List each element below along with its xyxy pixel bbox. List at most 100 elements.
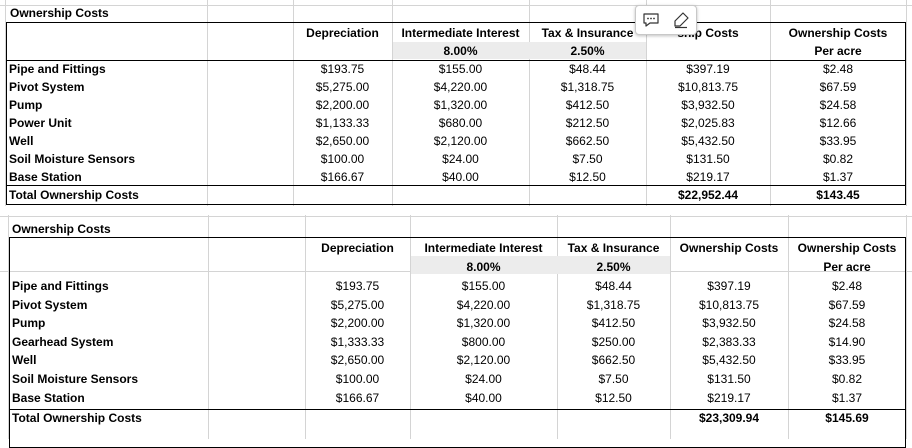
per-acre-label[interactable]: Per acre	[814, 44, 862, 58]
per-acre-label[interactable]: Per acre	[823, 260, 871, 274]
per-acre-cell[interactable]: $2.48	[822, 62, 854, 76]
interest-cell[interactable]: $24.00	[465, 372, 502, 386]
row-label[interactable]: Soil Moisture Sensors	[9, 152, 136, 166]
per-acre-cell[interactable]: $33.95	[828, 353, 866, 368]
per-acre-cell[interactable]: $0.82	[831, 372, 863, 386]
ownership-cost-cell[interactable]: $3,932.50	[681, 98, 735, 112]
tax-insurance-cell[interactable]: $7.50	[572, 152, 603, 166]
per-acre-cell[interactable]: $33.95	[819, 134, 857, 148]
tax-insurance-cell[interactable]: $250.00	[591, 334, 636, 349]
interest-rate[interactable]: 8.00%	[443, 44, 478, 58]
total-ownership-costs[interactable]: $23,309.94	[698, 411, 760, 425]
depreciation-cell[interactable]: $193.75	[335, 279, 380, 293]
tax-insurance-cell[interactable]: $1,318.75	[560, 80, 615, 94]
ownership-cost-cell[interactable]: $219.17	[707, 390, 751, 405]
header-tax-insurance[interactable]: Tax & Insurance	[567, 241, 660, 255]
interest-cell[interactable]: $40.00	[442, 170, 479, 184]
depreciation-cell[interactable]: $100.00	[320, 152, 365, 166]
interest-cell[interactable]: $4,220.00	[433, 80, 488, 94]
ownership-cost-cell[interactable]: $131.50	[686, 152, 730, 166]
per-acre-cell[interactable]: $14.90	[828, 334, 866, 349]
row-label[interactable]: Pipe and Fittings	[9, 62, 106, 76]
format-button[interactable]	[669, 8, 693, 32]
interest-rate[interactable]: 8.00%	[466, 260, 501, 274]
header-depreciation[interactable]: Depreciation	[321, 241, 394, 255]
ownership-cost-cell[interactable]: $10,813.75	[698, 297, 760, 312]
row-label[interactable]: Pivot System	[12, 297, 88, 312]
tax-rate[interactable]: 2.50%	[596, 260, 631, 274]
depreciation-cell[interactable]: $100.00	[335, 372, 380, 386]
interest-cell[interactable]: $155.00	[438, 62, 483, 76]
depreciation-cell[interactable]: $5,275.00	[330, 297, 385, 312]
header-depreciation[interactable]: Depreciation	[306, 26, 379, 40]
ownership-cost-cell[interactable]: $397.19	[707, 279, 751, 293]
depreciation-cell[interactable]: $2,200.00	[315, 98, 370, 112]
tax-insurance-cell[interactable]: $48.44	[569, 62, 606, 76]
ownership-cost-cell[interactable]: $5,432.50	[681, 134, 735, 148]
header-intermediate-interest[interactable]: Intermediate Interest	[401, 26, 520, 40]
row-label[interactable]: Pump	[9, 98, 43, 112]
row-label[interactable]: Well	[9, 134, 34, 148]
depreciation-cell[interactable]: $2,650.00	[315, 134, 370, 148]
row-label[interactable]: Gearhead System	[12, 334, 114, 349]
interest-cell[interactable]: $1,320.00	[433, 98, 488, 112]
tax-insurance-cell[interactable]: $12.50	[569, 170, 606, 184]
per-acre-cell[interactable]: $2.48	[831, 279, 863, 293]
row-label[interactable]: Base Station	[12, 390, 85, 405]
tax-insurance-cell[interactable]: $662.50	[591, 353, 636, 368]
interest-cell[interactable]: $40.00	[465, 390, 502, 405]
depreciation-cell[interactable]: $5,275.00	[315, 80, 370, 94]
per-acre-cell[interactable]: $24.58	[819, 98, 857, 112]
ownership-cost-cell[interactable]: $131.50	[707, 372, 751, 386]
per-acre-cell[interactable]: $0.82	[822, 152, 854, 166]
interest-cell[interactable]: $155.00	[461, 279, 506, 293]
header-ownership-costs-per-acre[interactable]: Ownership Costs	[797, 241, 897, 255]
depreciation-cell[interactable]: $166.67	[320, 170, 365, 184]
header-ownership-costs[interactable]: Ownership Costs	[679, 241, 779, 255]
tax-rate[interactable]: 2.50%	[570, 44, 605, 58]
ownership-cost-cell[interactable]: $5,432.50	[702, 353, 756, 368]
ownership-cost-cell[interactable]: $397.19	[686, 62, 730, 76]
tax-insurance-cell[interactable]: $12.50	[595, 390, 632, 405]
comment-button[interactable]	[639, 8, 663, 32]
depreciation-cell[interactable]: $2,650.00	[330, 353, 385, 368]
depreciation-cell[interactable]: $2,200.00	[330, 316, 385, 331]
depreciation-cell[interactable]: $193.75	[320, 62, 365, 76]
total-ownership-per-acre[interactable]: $145.69	[825, 411, 869, 425]
ownership-cost-cell[interactable]: $2,025.83	[681, 116, 735, 130]
per-acre-cell[interactable]: $67.59	[828, 297, 866, 312]
row-label[interactable]: Base Station	[9, 170, 82, 184]
row-label[interactable]: Soil Moisture Sensors	[12, 372, 139, 386]
tax-insurance-cell[interactable]: $48.44	[595, 279, 632, 293]
total-ownership-per-acre[interactable]: $143.45	[816, 188, 860, 202]
interest-cell[interactable]: $4,220.00	[456, 297, 511, 312]
ownership-cost-cell[interactable]: $10,813.75	[677, 80, 739, 94]
row-label[interactable]: Power Unit	[9, 116, 72, 130]
per-acre-cell[interactable]: $67.59	[819, 80, 857, 94]
per-acre-cell[interactable]: $1.37	[822, 170, 854, 184]
header-intermediate-interest[interactable]: Intermediate Interest	[424, 241, 543, 255]
row-label[interactable]: Pipe and Fittings	[12, 279, 109, 293]
tax-insurance-cell[interactable]: $1,318.75	[586, 297, 641, 312]
ownership-cost-cell[interactable]: $219.17	[686, 170, 730, 184]
interest-cell[interactable]: $2,120.00	[456, 353, 511, 368]
tax-insurance-cell[interactable]: $412.50	[565, 98, 610, 112]
interest-cell[interactable]: $800.00	[461, 334, 506, 349]
tax-insurance-cell[interactable]: $412.50	[591, 316, 636, 331]
interest-cell[interactable]: $2,120.00	[433, 134, 488, 148]
total-label[interactable]: Total Ownership Costs	[9, 188, 139, 202]
ownership-cost-cell[interactable]: $2,383.33	[702, 334, 756, 349]
tax-insurance-cell[interactable]: $212.50	[565, 116, 610, 130]
per-acre-cell[interactable]: $12.66	[819, 116, 857, 130]
ownership-cost-cell[interactable]: $3,932.50	[702, 316, 756, 331]
interest-cell[interactable]: $680.00	[438, 116, 483, 130]
row-label[interactable]: Pivot System	[9, 80, 85, 94]
depreciation-cell[interactable]: $1,333.33	[330, 334, 385, 349]
tax-insurance-cell[interactable]: $662.50	[565, 134, 610, 148]
row-label[interactable]: Pump	[12, 316, 46, 331]
row-label[interactable]: Well	[12, 353, 37, 368]
per-acre-cell[interactable]: $1.37	[831, 390, 863, 405]
interest-cell[interactable]: $24.00	[442, 152, 479, 166]
tax-insurance-cell[interactable]: $7.50	[598, 372, 629, 386]
header-ownership-costs-per-acre[interactable]: Ownership Costs	[788, 26, 888, 40]
